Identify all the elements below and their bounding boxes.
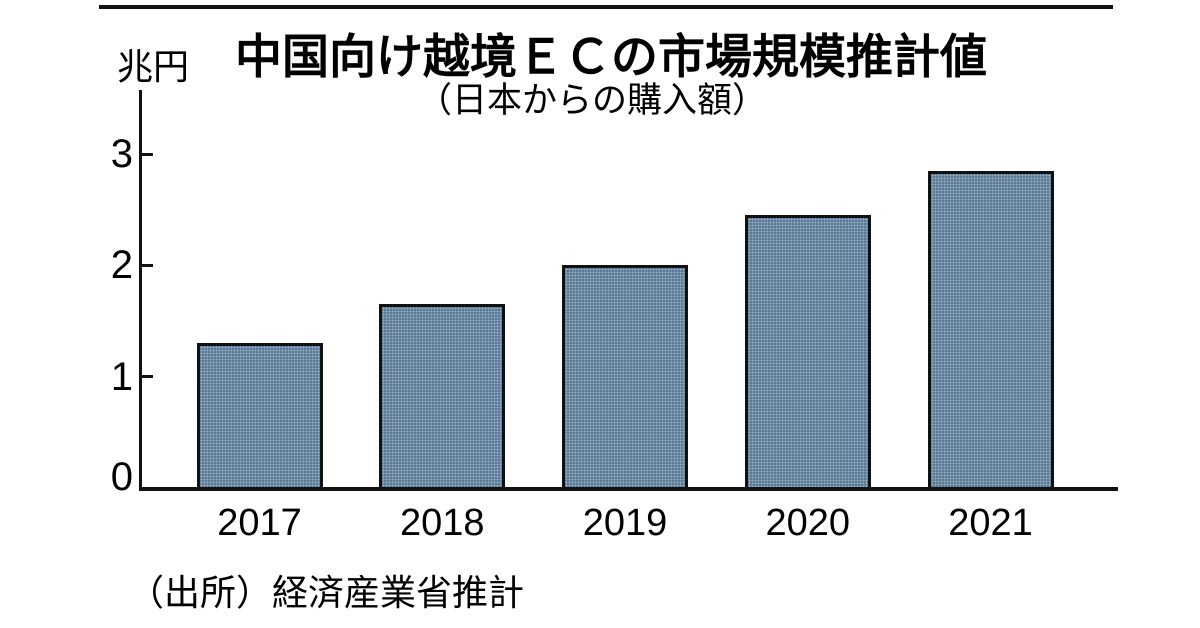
bar-2020 [744,215,871,490]
x-category-label-2017: 2017 [217,502,302,544]
x-category-label-2020: 2020 [765,502,851,544]
top-rule [99,5,1113,9]
chart-title: 中国向け越境ＥＣの市場規模推計値 [235,30,987,83]
x-category-label-2019: 2019 [582,502,668,544]
y-axis-unit-label: 兆円 [117,46,190,87]
bar-2018 [379,304,506,490]
y-tick-label-1: 1 [110,354,133,399]
y-axis-line [139,90,142,491]
y-tick-mark-1 [142,375,153,379]
y-tick-label-2: 2 [110,243,133,288]
x-category-label-2021: 2021 [948,502,1033,544]
y-tick-mark-2 [142,263,153,267]
bar-2021 [927,170,1054,490]
bar-2019 [562,265,688,490]
source-note: （出所）経済産業省推計 [128,572,525,613]
chart-subtitle: （日本からの購入額） [416,81,767,120]
y-tick-label-3: 3 [110,132,133,177]
x-category-label-2018: 2018 [399,502,485,544]
bar-2017 [196,343,323,490]
y-tick-label-0: 0 [110,455,133,499]
y-tick-mark-3 [142,152,153,156]
